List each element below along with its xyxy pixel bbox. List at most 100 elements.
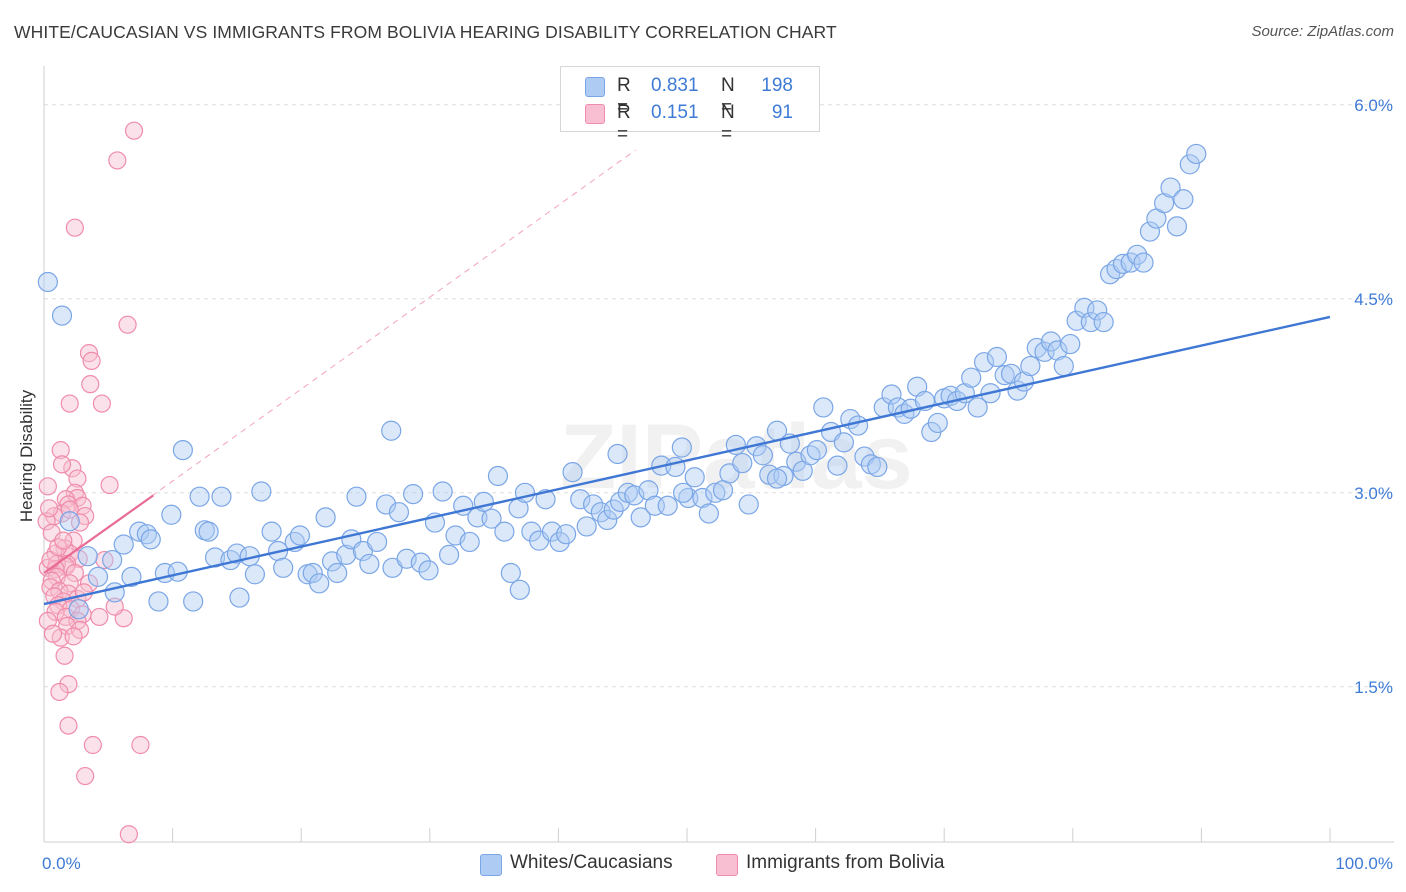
data-point-whites	[432, 481, 453, 502]
x-tick-labels: 0.0% 100.0%	[42, 854, 1393, 873]
data-point-whites	[366, 531, 388, 553]
data-point-whites	[352, 540, 374, 562]
data-point-whites	[967, 397, 988, 418]
data-point-bolivia	[65, 218, 84, 237]
series-immigrants-from-bolivia	[37, 121, 150, 844]
legend-swatch-pink	[585, 104, 605, 124]
data-point-whites	[346, 486, 367, 507]
y-tick-label: 6.0%	[1354, 96, 1393, 115]
data-point-bolivia	[74, 583, 93, 602]
legend-swatch-blue	[585, 77, 605, 97]
data-point-whites	[597, 509, 618, 531]
y-tick-label: 1.5%	[1354, 678, 1393, 697]
data-point-whites	[315, 507, 336, 528]
data-point-whites	[77, 546, 98, 567]
x-tick-label: 0.0%	[42, 854, 81, 873]
data-point-whites	[113, 534, 134, 555]
data-point-whites	[375, 494, 397, 515]
data-point-whites	[1133, 252, 1154, 273]
data-point-whites	[1020, 355, 1041, 377]
data-point-whites	[833, 432, 854, 453]
r-value: 0.831	[651, 75, 699, 96]
correlation-legend: R = 0.831 N = 198 R = 0.151 N = 91	[560, 66, 820, 145]
source-credit: Source: ZipAtlas.com	[1251, 23, 1394, 40]
data-point-whites	[418, 560, 439, 581]
data-point-whites	[1112, 253, 1134, 274]
data-point-bolivia	[50, 682, 69, 702]
r-label: R =	[617, 102, 631, 145]
data-point-whites	[302, 562, 323, 584]
data-point-whites	[806, 440, 827, 461]
data-point-bolivia	[46, 560, 65, 579]
data-point-whites	[336, 544, 357, 565]
data-point-bolivia	[118, 315, 137, 334]
data-point-whites	[657, 495, 678, 516]
data-point-whites	[927, 412, 948, 434]
data-point-whites	[881, 384, 902, 405]
data-point-bolivia	[63, 459, 82, 478]
series-legend: Whites/Caucasians Immigrants from Bolivi…	[0, 852, 1406, 878]
data-point-whites	[140, 529, 161, 550]
data-point-bolivia	[52, 455, 72, 474]
data-point-whites	[382, 557, 403, 578]
data-point-bolivia	[40, 499, 59, 518]
data-point-whites	[121, 566, 142, 587]
data-point-bolivia	[83, 735, 102, 755]
data-point-whites	[388, 502, 410, 523]
data-point-whites	[1154, 192, 1175, 214]
data-point-whites	[1093, 311, 1114, 333]
data-point-whites	[692, 487, 713, 509]
n-label: N =	[721, 102, 735, 145]
data-point-bolivia	[54, 531, 73, 550]
legend-label-bolivia: Immigrants from Bolivia	[746, 852, 945, 873]
data-point-bolivia	[119, 825, 138, 844]
data-point-whites	[273, 557, 294, 578]
data-point-whites	[500, 562, 521, 584]
data-point-whites	[459, 531, 480, 553]
data-point-whites	[229, 587, 250, 608]
data-point-whites	[556, 524, 577, 545]
data-point-bolivia	[64, 627, 83, 646]
data-point-whites	[570, 489, 591, 510]
data-point-bolivia	[70, 513, 90, 532]
data-point-whites	[1160, 177, 1181, 198]
data-point-whites	[327, 562, 348, 584]
data-point-whites	[1047, 340, 1068, 361]
data-point-whites	[244, 564, 266, 585]
y-tick-label: 4.5%	[1354, 290, 1393, 309]
data-point-bolivia	[60, 394, 79, 413]
data-point-whites	[1034, 341, 1055, 362]
data-point-bolivia	[65, 563, 84, 583]
data-point-bolivia	[82, 351, 101, 370]
data-point-whites	[183, 591, 204, 612]
data-point-whites	[68, 599, 89, 620]
data-point-whites	[129, 521, 150, 542]
r-label: R =	[617, 75, 631, 118]
data-point-whites	[1139, 221, 1161, 242]
data-point-whites	[705, 482, 726, 503]
data-point-whites	[1173, 189, 1194, 210]
legend-swatch-bolivia	[716, 854, 738, 876]
data-point-whites	[148, 591, 169, 612]
data-point-whites	[381, 420, 402, 441]
x-ticks	[43, 828, 1331, 842]
data-point-whites	[51, 305, 73, 326]
data-point-whites	[289, 525, 311, 546]
n-value: 91	[771, 102, 793, 123]
data-point-bolivia	[108, 151, 127, 170]
data-point-whites	[1166, 216, 1188, 237]
data-point-whites	[172, 440, 193, 461]
trend-line-bolivia	[43, 494, 154, 574]
data-point-whites	[59, 511, 80, 532]
data-point-whites	[438, 544, 460, 565]
data-point-whites	[562, 462, 583, 483]
data-point-bolivia	[59, 716, 78, 735]
data-point-whites	[1186, 143, 1207, 165]
trend-lines	[43, 149, 1331, 606]
data-point-whites	[481, 508, 502, 529]
data-point-whites	[732, 452, 753, 474]
data-point-whites	[638, 480, 659, 501]
data-point-bolivia	[55, 539, 74, 558]
data-point-whites	[847, 415, 869, 436]
